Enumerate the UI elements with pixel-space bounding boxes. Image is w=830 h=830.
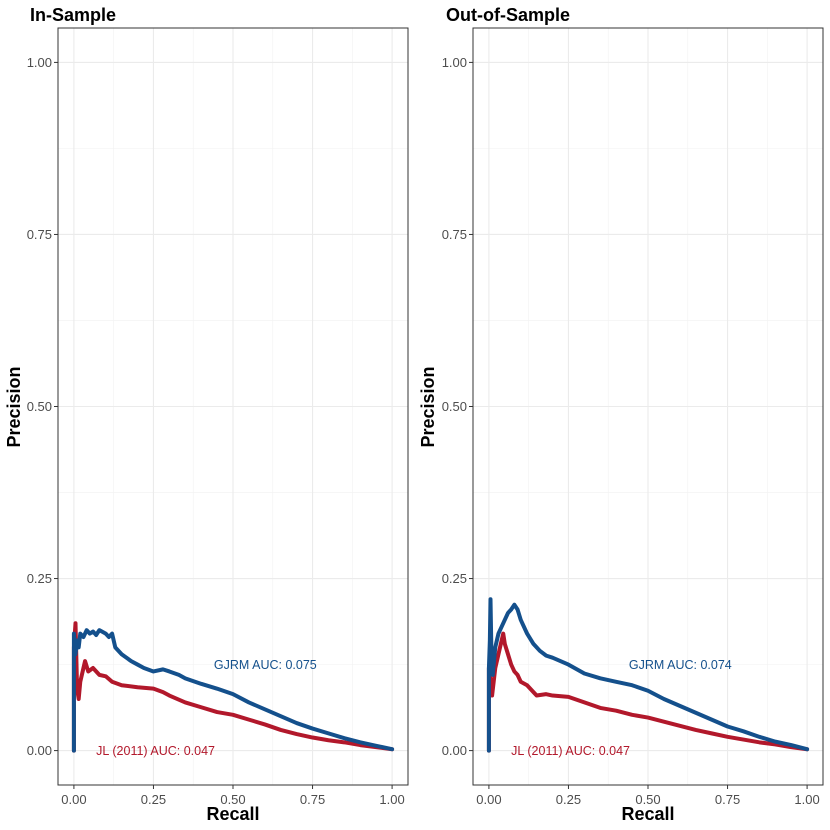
y-tick-label: 0.75 [27, 227, 52, 242]
y-tick-label: 0.00 [442, 743, 467, 758]
series-group [486, 597, 810, 753]
x-axis-title: Recall [206, 804, 259, 824]
y-tick-label: 0.50 [442, 399, 467, 414]
y-tick-label: 0.25 [27, 571, 52, 586]
series-line-gjrm [71, 628, 395, 753]
axis-ticks: 0.00 0.25 0.50 0.75 1.00 0.00 0.25 0.50 0.75 1.00 [27, 55, 405, 807]
series-line-jl-2011 [71, 621, 395, 753]
series-group [71, 621, 395, 753]
y-axis-title: Precision [418, 366, 438, 447]
series-line-gjrm [486, 597, 810, 753]
x-tick-label: 0.75 [715, 792, 740, 807]
auc-annotation: JL (2011) AUC: 0.047 [511, 744, 630, 758]
annotations: JL (2011) AUC: 0.047 GJRM AUC: 0.075 [96, 658, 317, 758]
annotations: JL (2011) AUC: 0.047 GJRM AUC: 0.074 [511, 658, 732, 758]
panel-out-of-sample: Out-of-Sample Precision Recall 0.00 0.25 0… [418, 5, 824, 824]
auc-annotation: GJRM AUC: 0.074 [629, 658, 732, 672]
x-tick-label: 0.00 [61, 792, 86, 807]
y-tick-label: 1.00 [27, 55, 52, 70]
panel-title: Out-of-Sample [446, 5, 570, 25]
y-tick-label: 0.50 [27, 399, 52, 414]
x-tick-label: 0.75 [300, 792, 325, 807]
x-axis-title: Recall [621, 804, 674, 824]
y-tick-label: 0.00 [27, 743, 52, 758]
y-tick-label: 0.25 [442, 571, 467, 586]
x-tick-label: 1.00 [379, 792, 404, 807]
series-line-jl-2011 [486, 631, 810, 753]
gridlines [58, 28, 408, 785]
x-tick-label: 0.50 [220, 792, 245, 807]
gridlines [473, 28, 823, 785]
auc-annotation: GJRM AUC: 0.075 [214, 658, 317, 672]
auc-annotation: JL (2011) AUC: 0.047 [96, 744, 215, 758]
x-tick-label: 0.25 [141, 792, 166, 807]
panel-title: In-Sample [30, 5, 116, 25]
x-tick-label: 0.50 [635, 792, 660, 807]
panel-in-sample: In-Sample Precision Recall 0.00 0.25 0.50 0… [4, 5, 409, 824]
x-tick-label: 0.00 [476, 792, 501, 807]
panel-border [472, 27, 824, 786]
y-tick-label: 1.00 [442, 55, 467, 70]
y-tick-label: 0.75 [442, 227, 467, 242]
y-axis-title: Precision [4, 366, 24, 447]
x-tick-label: 0.25 [556, 792, 581, 807]
x-tick-label: 1.00 [794, 792, 819, 807]
axis-ticks: 0.00 0.25 0.50 0.75 1.00 0.00 0.25 0.50 0.75 1.00 [442, 55, 820, 807]
panel-border [57, 27, 409, 786]
